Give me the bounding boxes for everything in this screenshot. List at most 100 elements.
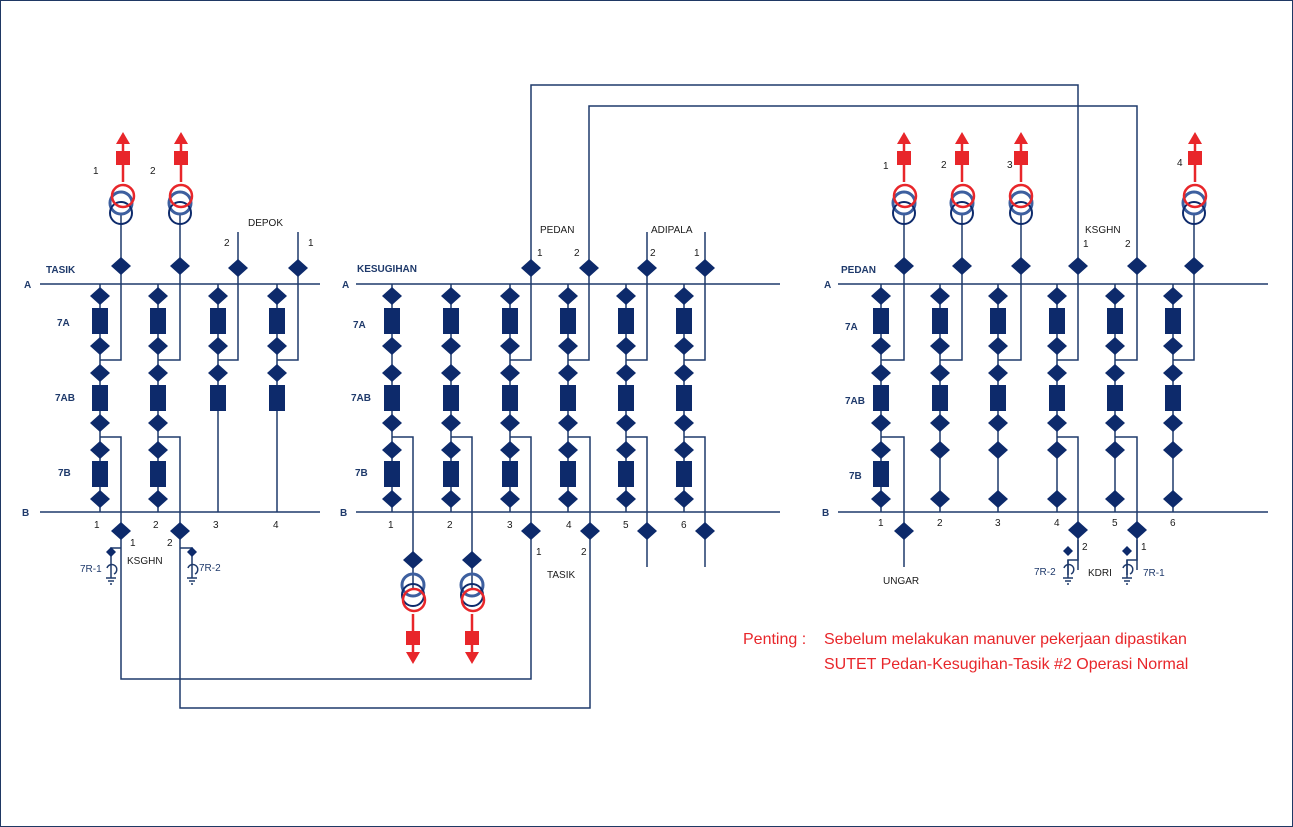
disconnector-icon xyxy=(1068,521,1088,539)
labels: TASIK A B 7A 7AB 7B 1 2 DEPOK 2 1 1 2 3 … xyxy=(22,158,1183,587)
bay-label: 7AB xyxy=(845,396,865,407)
disconnector-icon xyxy=(1105,441,1125,459)
up-arrow-icon xyxy=(1186,130,1204,184)
feeder-name: TASIK xyxy=(547,570,575,581)
disconnector-icon xyxy=(1068,257,1088,275)
earth-disconnector-icon xyxy=(187,547,197,557)
earth-switch-label: 7R-1 xyxy=(1143,568,1165,579)
disconnector-icon xyxy=(462,551,482,569)
feeder-number: 2 xyxy=(150,166,156,177)
feeder-name: KDRI xyxy=(1088,568,1112,579)
down-arrow-icon xyxy=(404,612,422,666)
breaker-icon xyxy=(150,308,166,334)
disconnector-icon xyxy=(558,414,578,432)
bay-label: 7AB xyxy=(55,393,75,404)
breaker-icon xyxy=(873,308,889,334)
disconnector-icon xyxy=(580,522,600,540)
disconnector-icon xyxy=(111,522,131,540)
disconnector-icon xyxy=(616,441,636,459)
up-arrow-icon xyxy=(172,130,190,184)
disconnector-icon xyxy=(500,441,520,459)
disconnector-icon xyxy=(930,337,950,355)
disconnector-icon xyxy=(988,287,1008,305)
disconnector-icon xyxy=(382,364,402,382)
disconnector-icon xyxy=(871,441,891,459)
disconnector-icon xyxy=(500,287,520,305)
disconnector-icon xyxy=(952,257,972,275)
feeder-number: 1 xyxy=(93,166,99,177)
disconnector-icon xyxy=(1163,441,1183,459)
bay-number: 3 xyxy=(507,520,513,531)
disconnector-icon xyxy=(111,257,131,275)
bay-label: 7A xyxy=(353,320,366,331)
disconnector-icon xyxy=(1047,287,1067,305)
bay-number: 1 xyxy=(388,520,394,531)
breaker-icon xyxy=(618,308,634,334)
breaker-icon xyxy=(150,385,166,411)
disconnector-icon xyxy=(1105,490,1125,508)
bay-lines xyxy=(99,284,1174,512)
up-arrow-icon xyxy=(114,130,132,184)
breaker-icon xyxy=(92,461,108,487)
disconnector-icon xyxy=(500,364,520,382)
earth-switch-label: 7R-1 xyxy=(80,564,102,575)
disconnector-icon xyxy=(674,337,694,355)
breaker-icon xyxy=(502,461,518,487)
disconnector-icon xyxy=(930,441,950,459)
disconnector-icon xyxy=(674,490,694,508)
disconnector-icon xyxy=(988,414,1008,432)
bay-number: 2 xyxy=(937,518,943,529)
disconnector-icon xyxy=(988,364,1008,382)
breaker-icon xyxy=(676,385,692,411)
disconnector-icon xyxy=(90,490,110,508)
breaker-icon xyxy=(269,385,285,411)
earth-switches xyxy=(105,559,1134,585)
earth-switch-label: 7R-2 xyxy=(199,563,221,574)
bay-label: 7B xyxy=(355,468,368,479)
feeder-number: 1 xyxy=(308,238,314,249)
feeder-number: 2 xyxy=(1125,239,1131,250)
disconnector-icon xyxy=(695,522,715,540)
breaker-icon xyxy=(443,385,459,411)
disconnector-icon xyxy=(871,364,891,382)
feeder-number: 1 xyxy=(1083,239,1089,250)
breaker-icon xyxy=(92,385,108,411)
disconnector-icon xyxy=(521,259,541,277)
feeder-number: 1 xyxy=(694,248,700,259)
disconnector-icon xyxy=(267,287,287,305)
disconnector-icon xyxy=(637,522,657,540)
earth-disconnector-icon xyxy=(1063,546,1073,556)
breaker-icon xyxy=(150,461,166,487)
bay-number: 2 xyxy=(153,520,159,531)
disconnector-icon xyxy=(871,287,891,305)
disconnector-icon xyxy=(148,414,168,432)
disconnector-icon xyxy=(441,337,461,355)
note-line-2: SUTET Pedan-Kesugihan-Tasik #2 Operasi N… xyxy=(824,656,1188,673)
disconnector-icon xyxy=(674,364,694,382)
disconnector-icon xyxy=(871,337,891,355)
disconnector-icon xyxy=(208,337,228,355)
disconnector-icon xyxy=(382,441,402,459)
disconnector-icon xyxy=(1047,414,1067,432)
disconnector-icon xyxy=(1047,490,1067,508)
bay-number: 3 xyxy=(213,520,219,531)
disconnector-icon xyxy=(558,287,578,305)
feeder-number: 2 xyxy=(574,248,580,259)
disconnector-icon xyxy=(1047,364,1067,382)
disconnector-icon xyxy=(988,441,1008,459)
disconnector-icon xyxy=(1163,287,1183,305)
disconnector-icon xyxy=(90,414,110,432)
bay-label: 7A xyxy=(845,322,858,333)
breaker-icon xyxy=(210,385,226,411)
disconnector-icon xyxy=(558,490,578,508)
breaker-icon xyxy=(1049,308,1065,334)
breaker-icon xyxy=(210,308,226,334)
bay-number: 6 xyxy=(681,520,687,531)
disconnector-icon xyxy=(500,337,520,355)
disconnector-icon xyxy=(871,490,891,508)
disconnector-icon xyxy=(894,257,914,275)
disconnector-icon xyxy=(674,414,694,432)
up-arrow-icon xyxy=(953,130,971,184)
feeder-outputs xyxy=(110,130,1208,666)
